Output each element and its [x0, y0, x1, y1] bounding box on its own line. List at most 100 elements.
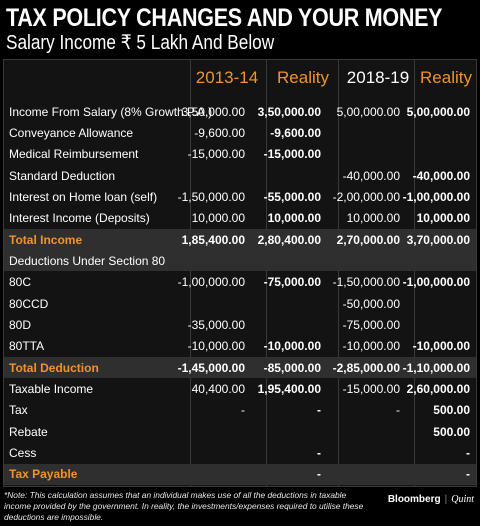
row-value: -10,000.00	[412, 339, 470, 354]
row-value: 3,50,000.00	[181, 104, 245, 119]
row-label: 80C	[9, 275, 32, 290]
row-value: -	[317, 446, 321, 461]
column-divider	[414, 60, 415, 486]
row-value: -55,000.00	[263, 189, 321, 204]
row-value: -9,600.00	[270, 125, 321, 140]
brand-quint: Quint	[451, 494, 474, 505]
row-value: -2,85,000.00	[332, 360, 400, 375]
row-label: Conveyance Allowance	[9, 125, 134, 140]
row-value	[245, 293, 321, 314]
row-value: -75,000.00	[263, 275, 321, 290]
row-value: -1,00,000.00	[402, 275, 470, 290]
row-label: Standard Deduction	[9, 168, 116, 183]
row-value: 2,60,000.00	[406, 382, 470, 397]
row-value: -9,600.00	[194, 125, 245, 140]
row-value	[321, 421, 400, 442]
row-value	[400, 122, 470, 143]
row-value: 10,000.00	[346, 211, 400, 226]
column-header-2018-19: 2018-19	[346, 68, 410, 87]
row-value: -1,50,000.00	[332, 275, 400, 290]
row-value: -15,000.00	[187, 147, 245, 162]
row-label: 80TTA	[9, 339, 45, 354]
row-value: 3,50,000.00	[257, 104, 321, 119]
brand-logo: Bloomberg | Quint	[388, 494, 474, 505]
table-row: 80CCD -50,000.00	[4, 293, 476, 314]
row-value	[175, 464, 245, 485]
row-value	[400, 144, 470, 165]
page-subtitle: Salary Income ₹ 5 Lakh And Below	[6, 32, 275, 54]
row-value: -1,50,000.00	[177, 189, 245, 204]
row-label: Interest on Home loan (self)	[9, 189, 158, 204]
row-value: 5,00,000.00	[406, 104, 470, 119]
table-row: 80D -35,000.00 -75,000.00	[4, 315, 476, 336]
row-label: Total Deduction	[9, 360, 99, 375]
row-label: Tax	[9, 403, 28, 418]
row-value: 1,85,400.00	[181, 232, 245, 247]
row-value	[175, 165, 245, 186]
table-row: Income From Salary (8% Growth P.A.) 3,50,…	[4, 101, 476, 122]
row-value: -10,000.00	[342, 339, 400, 354]
row-value: -10,000.00	[187, 339, 245, 354]
row-value: -2,00,000.00	[332, 189, 400, 204]
row-label: Rebate	[9, 424, 48, 439]
row-value: -	[241, 403, 245, 418]
row-value: -75,000.00	[342, 318, 400, 332]
row-value: 5,00,000.00	[336, 104, 400, 119]
table-header: 2013-14 Reality 2018-19 Reality	[4, 60, 476, 96]
row-value: -50,000.00	[342, 296, 400, 311]
row-value: -1,00,000.00	[177, 275, 245, 290]
row-value	[245, 421, 321, 442]
row-value	[245, 250, 321, 271]
row-value: 500.00	[433, 403, 470, 418]
row-value: -	[317, 467, 321, 482]
row-value: -40,000.00	[342, 168, 400, 183]
row-value: -10,000.00	[263, 339, 321, 354]
row-value	[175, 293, 245, 314]
row-label: Cess	[9, 446, 37, 461]
table-row: Conveyance Allowance -9,600.00 -9,600.00	[4, 122, 476, 143]
table-row: 80C -1,00,000.00 -75,000.00 -1,50,000.00 -1,…	[4, 272, 476, 293]
row-value: 10,000.00	[267, 211, 321, 226]
row-value: -15,000.00	[263, 147, 321, 162]
row-value	[175, 443, 245, 464]
table-row: Taxable Income 40,400.00 1,95,400.00 -15,00…	[4, 379, 476, 400]
page-title: TAX POLICY CHANGES AND YOUR MONEY	[6, 4, 443, 32]
row-value: -35,000.00	[187, 318, 245, 332]
row-value	[400, 293, 470, 314]
row-value: -40,000.00	[412, 168, 470, 183]
row-value: 2,80,400.00	[257, 232, 321, 247]
column-header-reality-2: Reality	[420, 68, 472, 87]
row-label: 80CCD	[9, 296, 49, 311]
row-value	[175, 421, 245, 442]
column-header-reality-1: Reality	[277, 68, 329, 87]
column-divider	[338, 60, 339, 486]
row-value	[321, 144, 400, 165]
row-label: Tax Payable	[9, 467, 78, 482]
row-value: 1,95,400.00	[257, 382, 321, 397]
table-row: Total Income 1,85,400.00 2,80,400.00 2,70,0…	[4, 229, 476, 251]
row-value: 500.00	[433, 424, 470, 439]
row-value	[321, 250, 400, 271]
table-row: Rebate 500.00	[4, 421, 476, 442]
row-value	[245, 165, 321, 186]
row-value: -85,000.00	[263, 360, 321, 375]
row-value: 2,70,000.00	[336, 232, 400, 247]
brand-bloomberg: Bloomberg	[387, 494, 441, 505]
footnote: *Note: This calculation assumes that an …	[4, 490, 364, 522]
table-row: Tax - - - 500.00	[4, 400, 476, 421]
row-value: -15,000.00	[342, 382, 400, 397]
table-row: Interest on Home loan (self) -1,50,000.00…	[4, 186, 476, 207]
row-label: Deductions Under Section 80	[9, 253, 166, 268]
column-divider	[190, 60, 191, 486]
tax-table: 2013-14 Reality 2018-19 Reality Income F…	[3, 59, 477, 487]
row-value	[321, 122, 400, 143]
table-row: Cess - -	[4, 443, 476, 464]
row-value	[400, 315, 470, 336]
table-row: Interest Income (Deposits) 10,000.00 10,00…	[4, 208, 476, 229]
row-value	[400, 250, 470, 271]
brand-separator: |	[444, 494, 448, 505]
row-value	[321, 443, 400, 464]
row-value	[321, 464, 400, 485]
table-row: Tax Payable - -	[4, 463, 476, 485]
row-label: Income From Salary (8% Growth P.A.)	[9, 104, 213, 119]
